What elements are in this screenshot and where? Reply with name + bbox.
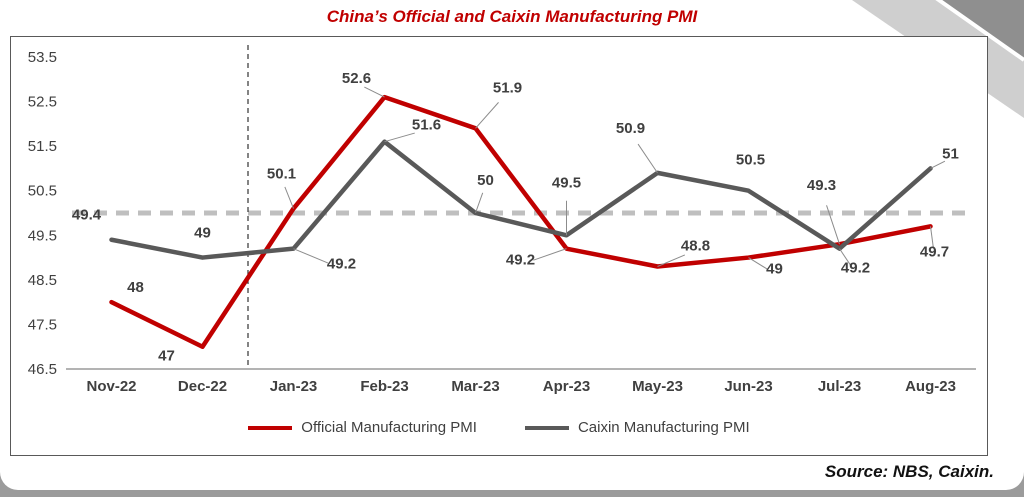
x-tick-label: May-23 — [632, 378, 683, 395]
data-point-label: 50 — [477, 172, 494, 189]
label-leader-line — [475, 102, 499, 129]
data-point-label: 50.9 — [616, 120, 645, 137]
label-leader-line — [930, 226, 934, 249]
label-leader-line — [748, 257, 768, 270]
legend-item-caixin: Caixin Manufacturing PMI — [524, 419, 750, 436]
label-leader-line — [637, 143, 658, 174]
x-tick-label: Jul-23 — [818, 378, 861, 395]
label-leader-line — [930, 160, 946, 169]
x-tick-label: Jun-23 — [724, 378, 772, 395]
data-point-label: 49.2 — [327, 256, 356, 273]
chart-title: China’s Official and Caixin Manufacturin… — [326, 7, 698, 26]
y-tick-label: 49.5 — [28, 227, 57, 244]
caixin-series-line — [109, 139, 933, 260]
chart-legend: Official Manufacturing PMI Caixin Manufa… — [11, 419, 987, 436]
y-tick-label: 48.5 — [28, 272, 57, 289]
data-point-label: 52.6 — [342, 70, 371, 87]
legend-label-caixin: Caixin Manufacturing PMI — [577, 419, 750, 436]
y-tick-label: 53.5 — [28, 49, 57, 66]
data-point-label: 49.2 — [506, 252, 535, 269]
data-point-label: 49.5 — [552, 174, 581, 191]
data-point-label: 51.6 — [412, 117, 441, 134]
data-point-label: 49.2 — [841, 260, 870, 277]
x-tick-label: Dec-22 — [178, 378, 227, 395]
y-tick-label: 52.5 — [28, 94, 57, 111]
data-point-label: 49.3 — [807, 177, 836, 194]
legend-item-official: Official Manufacturing PMI — [248, 419, 477, 436]
label-leader-line — [293, 248, 329, 264]
data-labels: 48 47 50.1 52.6 51.9 49.2 48.8 49 49.3 49.7 49.4 49… — [72, 70, 959, 365]
x-tick-label: Aug-23 — [905, 378, 956, 395]
data-point-label: 50.5 — [736, 152, 765, 169]
official-line-swatch — [248, 425, 293, 430]
label-leader-line — [826, 205, 840, 245]
y-tick-label: 51.5 — [28, 138, 57, 155]
data-point-label: 49 — [194, 225, 211, 242]
label-leader-line — [284, 186, 294, 209]
data-point-label: 49.7 — [920, 243, 949, 260]
label-leader-line — [839, 248, 852, 267]
x-tick-label: Mar-23 — [451, 378, 499, 395]
y-tick-label: 47.5 — [28, 316, 57, 333]
pmi-chart-svg: 53.5 52.5 51.5 50.5 49.5 48.5 47.5 46.5 Nov-22 De… — [28, 45, 976, 395]
data-point-label: 49.4 — [72, 207, 102, 224]
data-point-label: 48 — [127, 279, 144, 296]
corner-separator-line — [935, 0, 1024, 62]
label-leader-line — [384, 132, 415, 143]
data-point-label: 51.9 — [493, 79, 522, 96]
label-leader-line — [364, 86, 385, 98]
y-tick-label: 46.5 — [28, 361, 57, 378]
label-leader-line — [657, 254, 686, 267]
data-point-label: 49 — [766, 261, 783, 278]
data-point-label: 50.1 — [267, 166, 296, 183]
data-point-label: 48.8 — [681, 237, 710, 254]
x-tick-label: Feb-23 — [360, 378, 408, 395]
official-series-line — [109, 94, 933, 349]
legend-label-official: Official Manufacturing PMI — [301, 419, 477, 436]
data-point-label: 47 — [158, 348, 175, 365]
caixin-line-swatch — [524, 425, 569, 430]
label-leader-line — [475, 192, 484, 214]
data-point-label: 51 — [942, 145, 959, 162]
chart-container: 53.5 52.5 51.5 50.5 49.5 48.5 47.5 46.5 Nov-22 De… — [10, 36, 988, 456]
y-axis-labels: 53.5 52.5 51.5 50.5 49.5 48.5 47.5 46.5 — [28, 49, 57, 378]
x-tick-label: Jan-23 — [270, 378, 318, 395]
x-tick-label: Nov-22 — [86, 378, 136, 395]
label-leader-line — [533, 248, 567, 261]
y-tick-label: 50.5 — [28, 183, 57, 200]
source-note: Source: NBS, Caixin. — [824, 462, 994, 481]
x-axis-labels: Nov-22 Dec-22 Jan-23 Feb-23 Mar-23 Apr-23 May-… — [86, 378, 955, 395]
x-tick-label: Apr-23 — [543, 378, 591, 395]
